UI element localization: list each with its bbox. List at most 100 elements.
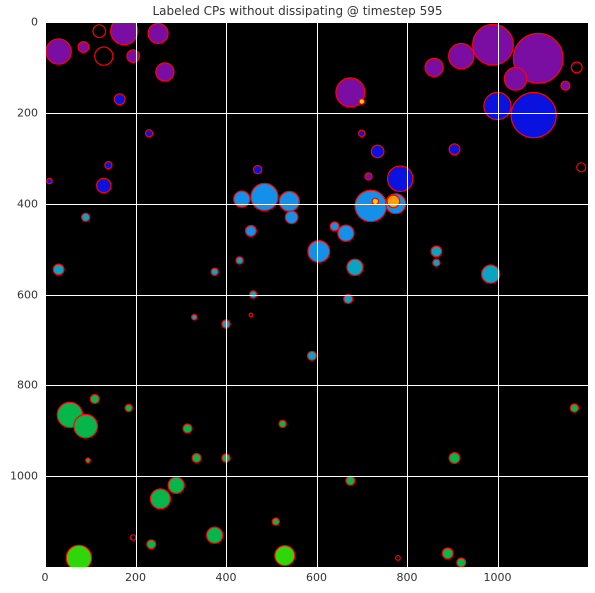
cp-region-fill: [432, 258, 441, 267]
cp-region: [221, 319, 231, 329]
cp-region: [430, 245, 443, 258]
cp-region: [569, 403, 580, 413]
cp-region: [335, 77, 366, 108]
cp-region: [146, 539, 157, 550]
cp-region: [89, 393, 100, 405]
cp-region-fill: [113, 93, 126, 106]
cp-region-fill: [250, 182, 279, 212]
y-tick-label: 1000: [10, 469, 38, 483]
cp-region-fill: [89, 393, 100, 405]
cp-region-fill: [284, 210, 299, 225]
cp-region: [95, 177, 112, 194]
cp-region: [386, 165, 414, 192]
cp-region: [364, 172, 373, 181]
cp-region: [244, 224, 257, 237]
cp-outline: [248, 312, 254, 318]
cp-outline: [570, 61, 583, 74]
cp-region-fill: [45, 38, 72, 65]
cp-region: [144, 129, 154, 138]
cp-region-fill: [278, 190, 300, 212]
cp-region: [370, 144, 385, 159]
cp-region: [346, 258, 364, 276]
cp-region: [235, 256, 244, 265]
labeled-cp-image: [45, 22, 588, 567]
cp-region: [512, 32, 564, 84]
cp-region-fill: [221, 453, 231, 463]
cp-region-fill: [146, 539, 157, 550]
cp-region: [73, 413, 99, 439]
cp-region-fill: [569, 403, 580, 413]
cp-region: [447, 42, 475, 70]
cp-region: [147, 22, 169, 44]
cp-region: [126, 49, 141, 63]
cp-region: [104, 160, 113, 170]
cp-region: [472, 23, 515, 66]
gridline-horizontal: [45, 203, 588, 205]
cp-outline: [395, 555, 401, 561]
y-tick-label: 400: [17, 197, 38, 211]
cp-region-fill: [357, 129, 366, 138]
cp-region: [354, 189, 388, 223]
cp-region-fill: [335, 77, 366, 108]
cp-region: [307, 239, 331, 263]
cp-region-fill: [85, 457, 91, 464]
y-tick-label: 600: [17, 288, 38, 301]
cp-region: [448, 143, 461, 156]
cp-region: [306, 350, 318, 361]
cp-outline: [576, 162, 587, 173]
cp-region-fill: [167, 476, 185, 494]
cp-region-fill: [252, 164, 263, 175]
cp-region: [77, 41, 90, 54]
gridline-horizontal: [45, 22, 588, 23]
cp-region-fill: [448, 143, 461, 156]
x-tick-label: 800: [396, 571, 418, 584]
cp-region: [424, 57, 444, 78]
cp-region-fill: [210, 267, 219, 276]
cp-region-fill: [306, 350, 318, 361]
cp-region-fill: [343, 293, 354, 305]
cp-region-fill: [424, 57, 444, 78]
cp-region-fill: [126, 49, 141, 63]
cp-region: [271, 517, 280, 526]
cp-region-fill: [65, 544, 93, 567]
cp-region-fill: [456, 557, 467, 567]
cp-region: [65, 544, 93, 567]
cp-region-fill: [244, 224, 257, 237]
cp-region: [483, 91, 512, 121]
cp-region: [432, 258, 441, 267]
cp-region: [510, 91, 557, 139]
cp-region: [448, 452, 461, 465]
cp-region-fill: [110, 22, 139, 46]
cp-region: [337, 224, 355, 242]
gridline-horizontal: [45, 112, 588, 114]
cp-region: [358, 98, 366, 105]
cp-region: [441, 547, 454, 560]
cp-region-fill: [512, 32, 564, 84]
cp-region-fill: [386, 194, 401, 209]
cp-region: [233, 190, 251, 208]
cp-region-fill: [274, 544, 296, 567]
cp-outline: [92, 24, 107, 39]
y-tick-label: 0: [31, 15, 38, 29]
cp-region-fill: [441, 547, 454, 560]
cp-outline: [94, 46, 114, 66]
cp-region-fill: [233, 190, 251, 208]
x-tick-label: 0: [41, 571, 49, 584]
cp-region: [481, 264, 501, 284]
cp-region-fill: [191, 313, 198, 321]
cp-region-fill: [205, 526, 224, 544]
cp-region-fill: [354, 189, 388, 223]
cp-region-fill: [370, 144, 385, 159]
cp-region-fill: [271, 517, 280, 526]
cp-region-fill: [481, 264, 501, 284]
blob-layer: [45, 22, 587, 567]
x-tick-label: 1000: [483, 571, 512, 584]
cp-region-fill: [307, 239, 331, 263]
y-tick-label: 200: [17, 106, 38, 120]
cp-region-fill: [221, 319, 231, 329]
cp-region-fill: [346, 258, 364, 276]
cp-region-fill: [483, 91, 512, 121]
cp-region: [252, 164, 263, 175]
cp-region-fill: [329, 221, 340, 232]
cp-region-fill: [81, 212, 91, 222]
